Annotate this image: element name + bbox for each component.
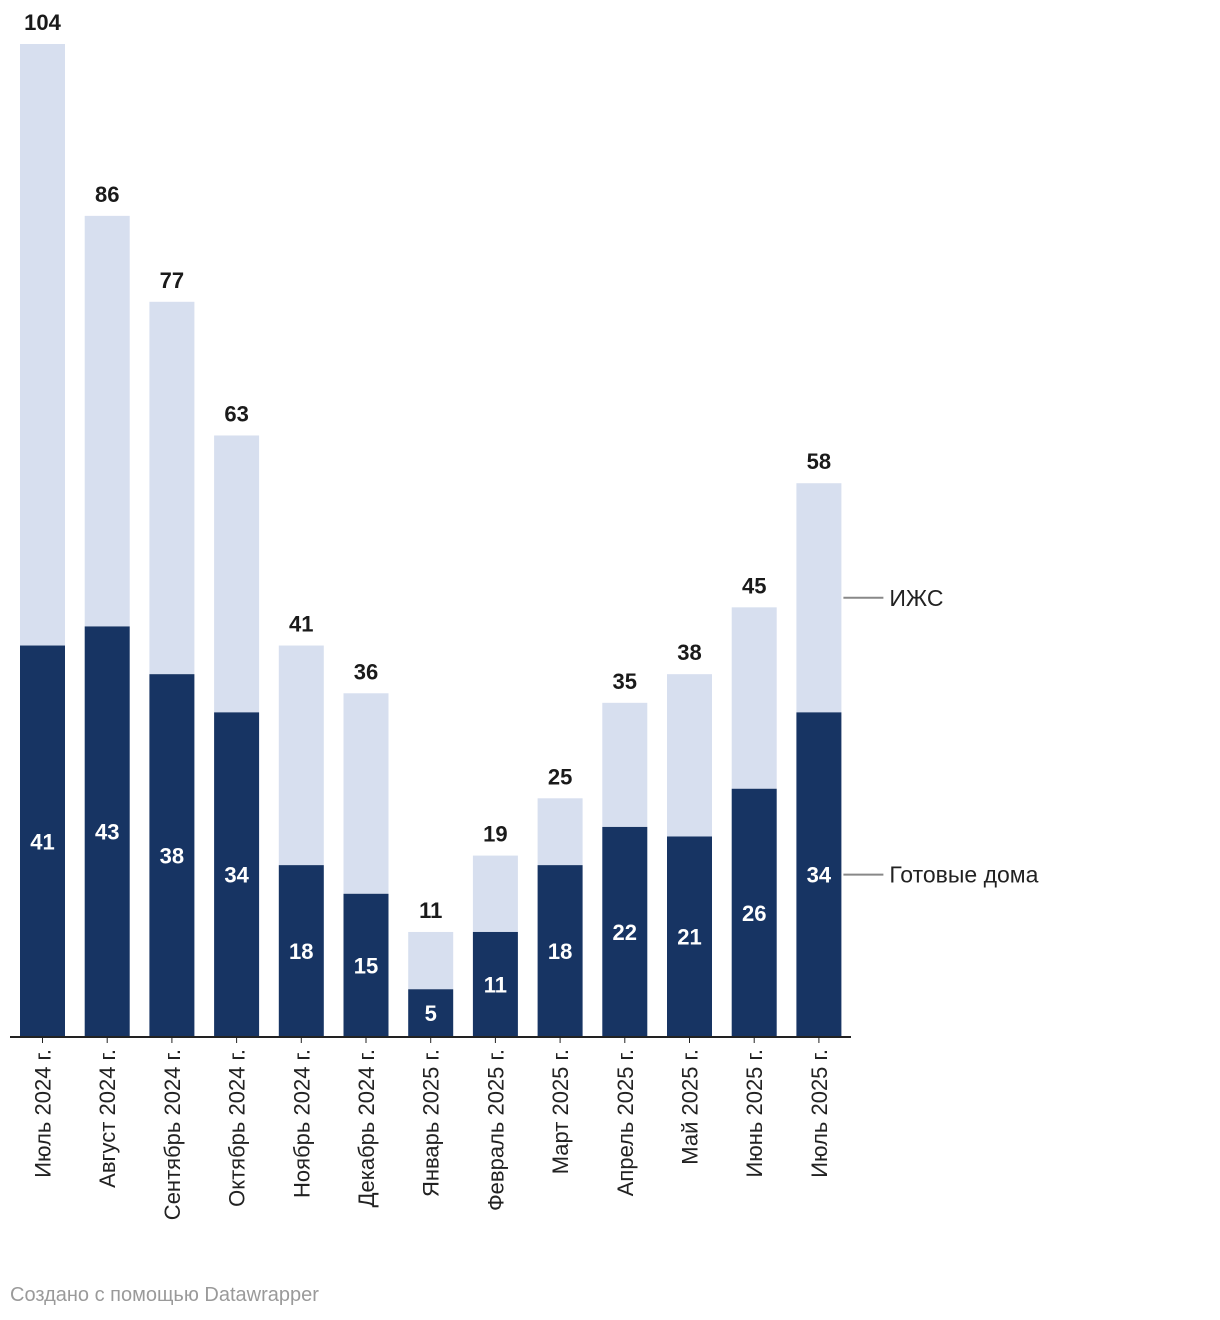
x-axis-tick-label: Октябрь 2024 г. xyxy=(225,1049,250,1207)
bar-ready-homes-value-label: 34 xyxy=(807,863,832,888)
bar-ready-homes-segment xyxy=(472,931,518,1037)
bar-ready-homes-value-label: 34 xyxy=(224,863,249,888)
bar-ready-homes-segment xyxy=(408,989,454,1037)
bar-total-label: 19 xyxy=(483,822,507,847)
bar-total-label: 86 xyxy=(95,182,119,207)
bar-total-label: 58 xyxy=(807,449,831,474)
bar-izhs-segment xyxy=(343,693,389,894)
bar-ready-homes-segment xyxy=(537,865,583,1037)
bar-ready-homes-segment xyxy=(214,712,260,1037)
x-axis-tick-label: Июль 2025 г. xyxy=(807,1049,832,1178)
bar-ready-homes-segment xyxy=(796,712,842,1037)
bar-total-label: 41 xyxy=(289,612,313,637)
bar-izhs-segment xyxy=(214,435,260,713)
x-axis-tick-label: Июль 2024 г. xyxy=(31,1049,56,1178)
bar-total-label: 104 xyxy=(24,10,61,35)
x-axis-tick-label: Июнь 2025 г. xyxy=(742,1049,767,1178)
datawrapper-credit[interactable]: Создано с помощью Datawrapper xyxy=(10,1284,319,1306)
bar-ready-homes-segment xyxy=(667,836,712,1037)
bar-izhs-segment xyxy=(731,607,777,789)
x-axis-tick-label: Декабрь 2024 г. xyxy=(354,1049,379,1207)
bar-total-label: 45 xyxy=(742,573,766,598)
bar-ready-homes-segment xyxy=(149,674,195,1037)
series-label-izhs: ИЖС xyxy=(889,585,943,611)
bar-izhs-segment xyxy=(278,645,324,866)
bar-izhs-segment xyxy=(796,483,842,713)
bar-izhs-segment xyxy=(20,44,65,646)
bar-ready-homes-value-label: 18 xyxy=(289,939,313,964)
bar-izhs-segment xyxy=(602,702,648,827)
x-axis-tick-label: Май 2025 г. xyxy=(678,1049,703,1165)
bar-total-label: 38 xyxy=(677,640,701,665)
x-axis-tick-label: Март 2025 г. xyxy=(548,1049,573,1174)
bar-ready-homes-segment xyxy=(602,826,648,1037)
bar-izhs-segment xyxy=(84,215,130,627)
bar-ready-homes-value-label: 38 xyxy=(160,844,184,869)
x-axis-tick-label: Апрель 2025 г. xyxy=(613,1049,638,1196)
x-axis-tick-label: Январь 2025 г. xyxy=(419,1049,444,1197)
bar-total-label: 36 xyxy=(354,659,378,684)
bar-izhs-segment xyxy=(472,855,518,932)
series-label-ready-homes: Готовые дома xyxy=(889,862,1038,888)
bar-ready-homes-value-label: 11 xyxy=(484,972,507,997)
bar-total-label: 77 xyxy=(160,268,184,293)
bar-ready-homes-segment xyxy=(20,645,65,1037)
bar-izhs-segment xyxy=(149,301,195,675)
bar-ready-homes-segment xyxy=(278,865,324,1037)
bar-ready-homes-value-label: 41 xyxy=(30,829,54,854)
bar-izhs-segment xyxy=(537,798,583,866)
bar-ready-homes-value-label: 5 xyxy=(425,1001,437,1026)
bar-ready-homes-value-label: 15 xyxy=(354,953,378,978)
x-axis-tick-label: Ноябрь 2024 г. xyxy=(289,1049,314,1198)
bar-total-label: 25 xyxy=(548,764,572,789)
bar-total-label: 35 xyxy=(613,669,637,694)
bar-total-label: 11 xyxy=(419,898,442,923)
bar-ready-homes-value-label: 43 xyxy=(95,820,119,845)
bar-ready-homes-value-label: 18 xyxy=(548,939,572,964)
bar-izhs-segment xyxy=(667,674,712,837)
x-axis-tick-label: Сентябрь 2024 г. xyxy=(160,1049,185,1220)
bar-ready-homes-segment xyxy=(84,626,130,1037)
x-axis-tick-label: Август 2024 г. xyxy=(95,1049,120,1188)
bar-ready-homes-value-label: 26 xyxy=(742,901,766,926)
bar-ready-homes-value-label: 22 xyxy=(613,920,637,945)
bar-izhs-segment xyxy=(408,931,454,990)
bar-total-label: 63 xyxy=(224,401,248,426)
bar-ready-homes-segment xyxy=(731,788,777,1037)
bar-ready-homes-segment xyxy=(343,893,389,1037)
x-axis-tick-label: Февраль 2025 г. xyxy=(483,1049,508,1211)
bar-ready-homes-value-label: 21 xyxy=(677,925,701,950)
stacked-bar-chart: 41 104 Июль 2024 г. 43 86 Август 2024 г. 38 77 С… xyxy=(10,10,1039,1220)
